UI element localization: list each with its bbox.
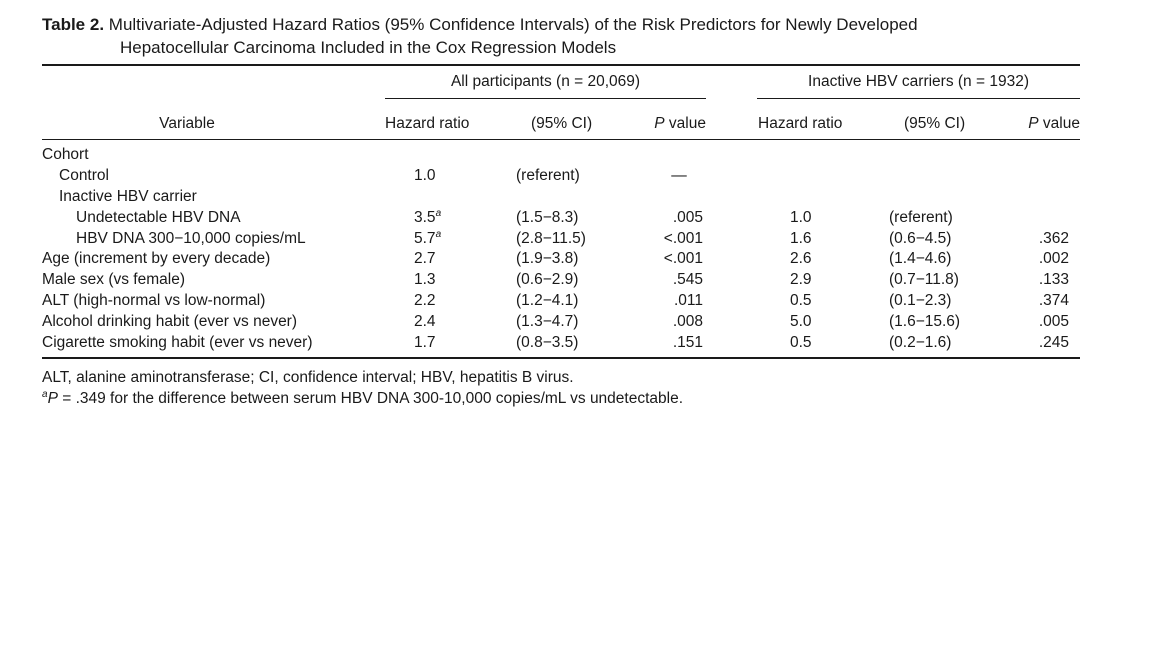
hr1-cell: 2.2 <box>414 291 436 311</box>
p1-cell: .005 <box>672 209 703 226</box>
bottom-rule <box>42 357 1080 359</box>
hr2-cell: 0.5 <box>790 334 812 351</box>
col-header-ci1: (95% CI) <box>531 115 593 132</box>
hr1-value: 3.5 <box>414 209 436 226</box>
ci1-cell: (1.9−3.8) <box>516 250 579 267</box>
p1-cell: .011 <box>673 292 703 309</box>
col-header-p1-rest: value <box>664 115 706 132</box>
ci2-cell: (1.4−4.6) <box>889 250 952 267</box>
hr2-cell: 2.9 <box>790 271 812 288</box>
ci1-cell: (0.6−2.9) <box>516 271 579 288</box>
group-header-inactive: Inactive HBV carriers (n = 1932) <box>808 73 1029 90</box>
hr1-value: 2.7 <box>414 250 436 267</box>
ci2-cell: (0.6−4.5) <box>889 230 952 247</box>
row-label: Undetectable HBV DNA <box>76 209 241 226</box>
ci2-cell: (0.7−11.8) <box>889 271 959 288</box>
hr1-cell: 5.7a <box>414 229 441 249</box>
ci2-cell: (0.1−2.3) <box>889 292 952 309</box>
ci1-cell: (0.8−3.5) <box>516 334 579 351</box>
hr1-sup: a <box>435 208 442 219</box>
p2-cell: .374 <box>1038 292 1069 309</box>
p1-cell: <.001 <box>663 250 703 267</box>
hr1-value: 1.0 <box>414 167 436 184</box>
col-header-p2-rest: value <box>1038 115 1080 132</box>
hr2-cell: 0.5 <box>790 292 812 309</box>
p1-cell: — <box>671 167 687 184</box>
p1-cell: .008 <box>672 313 703 330</box>
footnote-a: aP = .349 for the difference between ser… <box>42 389 683 409</box>
table-title-line2: Hepatocellular Carcinoma Included in the… <box>120 38 617 57</box>
col-header-p2-italic: P <box>1028 115 1039 132</box>
row-label: Inactive HBV carrier <box>59 188 197 205</box>
row-label: ALT (high-normal vs low-normal) <box>42 292 266 309</box>
hr2-cell: 1.6 <box>790 230 812 247</box>
p2-cell: .005 <box>1038 313 1069 330</box>
p2-cell: .362 <box>1038 230 1069 247</box>
row-label: HBV DNA 300−10,000 copies/mL <box>76 230 306 247</box>
ci2-cell: (0.2−1.6) <box>889 334 952 351</box>
ci1-cell: (1.3−4.7) <box>516 313 579 330</box>
ci1-cell: (1.5−8.3) <box>516 209 579 226</box>
footnote-a-mark: a <box>42 389 48 400</box>
hr1-cell: 1.7 <box>414 333 436 353</box>
hr1-cell: 2.7 <box>414 249 436 269</box>
p1-cell: .545 <box>672 271 703 288</box>
table-caption: Table 2. Multivariate-Adjusted Hazard Ra… <box>42 13 1082 59</box>
footnote-abbreviations: ALT, alanine aminotransferase; CI, confi… <box>42 369 574 386</box>
group-rule-all <box>385 98 706 99</box>
group-rule-inactive <box>757 98 1080 99</box>
ci1-cell: (2.8−11.5) <box>516 230 586 247</box>
hr1-cell: 1.0 <box>414 166 436 186</box>
col-header-p2: P value <box>994 114 1080 134</box>
col-header-p1-italic: P <box>654 115 665 132</box>
row-label: Alcohol drinking habit (ever vs never) <box>42 313 298 330</box>
hr1-value: 2.4 <box>414 313 436 330</box>
col-header-hr2: Hazard ratio <box>758 115 843 132</box>
ci2-cell: (1.6−15.6) <box>889 313 961 330</box>
p1-cell: .151 <box>672 334 703 351</box>
hr1-cell: 2.4 <box>414 312 436 332</box>
ci1-cell: (referent) <box>516 167 580 184</box>
col-header-variable: Variable <box>159 115 215 132</box>
hr2-cell: 1.0 <box>790 209 812 226</box>
col-header-p1: P value <box>620 114 706 134</box>
footnote-a-text: = .349 for the difference between serum … <box>57 390 684 407</box>
table-title-line1: Multivariate-Adjusted Hazard Ratios (95%… <box>108 15 918 34</box>
group-header-all: All participants (n = 20,069) <box>450 73 641 90</box>
row-label: Male sex (vs female) <box>42 271 185 288</box>
p2-cell: .002 <box>1038 250 1069 267</box>
header-rule <box>42 139 1080 140</box>
hr2-cell: 5.0 <box>790 313 812 330</box>
hr2-cell: 2.6 <box>790 250 812 267</box>
row-label: Cigarette smoking habit (ever vs never) <box>42 334 313 351</box>
hr1-value: 1.7 <box>414 334 436 351</box>
ci2-cell: (referent) <box>889 209 953 226</box>
hr1-value: 5.7 <box>414 230 436 247</box>
hr1-sup: a <box>435 229 442 240</box>
col-header-hr1: Hazard ratio <box>385 115 470 132</box>
table-label: Table 2. <box>42 15 105 34</box>
footnote-a-p: P <box>47 390 58 407</box>
p2-cell: .133 <box>1038 271 1069 288</box>
hr1-cell: 3.5a <box>414 208 441 228</box>
top-rule <box>42 64 1080 66</box>
col-header-ci2: (95% CI) <box>904 115 966 132</box>
row-label: Age (increment by every decade) <box>42 250 271 267</box>
hr1-value: 1.3 <box>414 271 436 288</box>
hr1-value: 2.2 <box>414 292 436 309</box>
row-label: Control <box>59 167 109 184</box>
hr1-cell: 1.3 <box>414 270 436 290</box>
p1-cell: <.001 <box>663 230 703 247</box>
row-label: Cohort <box>42 146 89 163</box>
p2-cell: .245 <box>1038 334 1069 351</box>
ci1-cell: (1.2−4.1) <box>516 292 579 309</box>
